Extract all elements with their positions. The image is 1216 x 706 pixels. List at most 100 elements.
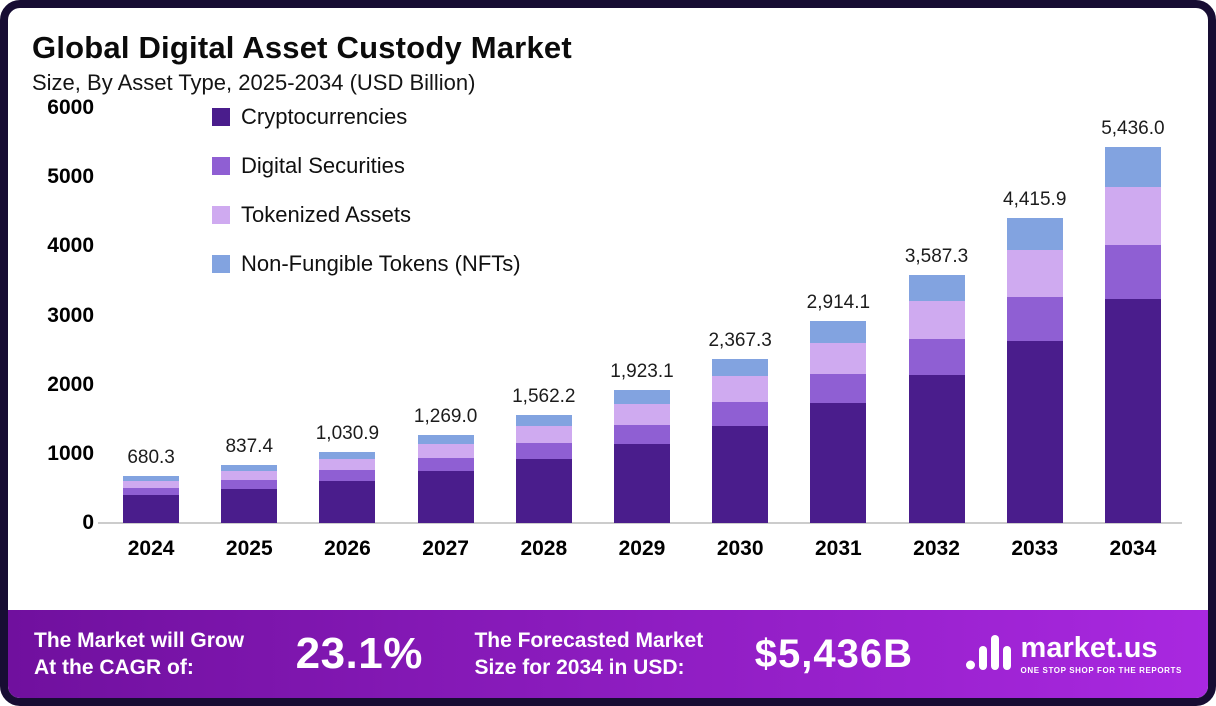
bar-total-label: 1,030.9 bbox=[315, 422, 380, 444]
bar-segment bbox=[810, 342, 867, 374]
legend-swatch bbox=[212, 255, 230, 273]
bar-segment bbox=[319, 470, 376, 481]
y-axis: 6000 5000 4000 3000 2000 1000 0 bbox=[26, 96, 102, 534]
legend-swatch bbox=[212, 157, 230, 175]
y-tick-label: 6000 bbox=[47, 96, 94, 119]
bar-segment bbox=[908, 339, 965, 376]
y-tick-label: 5000 bbox=[47, 165, 94, 189]
bar-stack bbox=[810, 321, 867, 523]
bar-group: 1,562.2 bbox=[495, 108, 593, 523]
bar-segment bbox=[123, 488, 180, 496]
bar-total-label: 3,587.3 bbox=[904, 245, 969, 267]
bar-group: 5,436.0 bbox=[1084, 108, 1182, 523]
bar-stack bbox=[613, 390, 670, 523]
bar-segment bbox=[123, 475, 180, 481]
bar-group: 680.3 bbox=[102, 108, 200, 523]
bar-segment bbox=[221, 488, 278, 523]
bar-stack bbox=[221, 465, 278, 523]
bar-segment bbox=[515, 415, 572, 427]
bar-segment bbox=[908, 375, 965, 523]
legend-item: Digital Securities bbox=[212, 153, 521, 179]
x-axis-line bbox=[98, 522, 1182, 524]
x-axis-label: 2027 bbox=[422, 537, 469, 560]
bar-segment bbox=[221, 471, 278, 481]
legend-label: Digital Securities bbox=[241, 153, 405, 178]
bar-stack bbox=[1104, 147, 1161, 523]
bar-total-label: 1,269.0 bbox=[413, 406, 478, 428]
cagr-label-line1: The Market will Grow bbox=[34, 628, 245, 652]
bar-segment bbox=[221, 480, 278, 489]
bar-segment bbox=[1104, 299, 1161, 523]
y-tick-label: 4000 bbox=[47, 234, 94, 258]
x-axis-label: 2029 bbox=[618, 537, 666, 560]
bar-segment bbox=[1006, 249, 1063, 297]
legend-label: Tokenized Assets bbox=[241, 202, 411, 227]
bar-stack bbox=[515, 415, 572, 523]
x-axis-label: 2034 bbox=[1109, 537, 1157, 560]
bar-group: 3,587.3 bbox=[887, 108, 985, 523]
bar-stack bbox=[319, 451, 376, 523]
bar-total-label: 2,914.1 bbox=[806, 292, 871, 314]
x-axis-label: 2024 bbox=[127, 537, 175, 560]
marketus-logo-icon bbox=[965, 633, 1011, 676]
legend-item: Cryptocurrencies bbox=[212, 104, 521, 130]
bar-stack bbox=[908, 274, 965, 523]
bar-stack bbox=[1006, 217, 1063, 523]
chart-section: Global Digital Asset Custody Market Size… bbox=[8, 8, 1208, 610]
bar-segment bbox=[417, 444, 474, 459]
bar-segment bbox=[810, 373, 867, 404]
bar-segment bbox=[613, 390, 670, 404]
bar-segment bbox=[712, 359, 769, 377]
bar-total-label: 5,436.0 bbox=[1101, 118, 1165, 140]
bar-segment bbox=[712, 376, 769, 402]
bottom-banner: The Market will Grow At the CAGR of: 23.… bbox=[8, 610, 1208, 698]
bar-total-label: 837.4 bbox=[225, 436, 274, 458]
page-title: Global Digital Asset Custody Market bbox=[32, 30, 572, 65]
logo-tagline: ONE STOP SHOP FOR THE REPORTS bbox=[1020, 665, 1182, 675]
forecast-value: $5,436B bbox=[754, 631, 913, 676]
y-tick-label: 0 bbox=[82, 511, 94, 534]
bar-total-label: 1,562.2 bbox=[512, 386, 576, 407]
bar-segment bbox=[515, 458, 572, 523]
bars-row: 680.3 837.4 1,030.9 1,269.0 1,562.2 1,923.1 2,… bbox=[102, 108, 1182, 523]
legend-swatch bbox=[212, 206, 230, 224]
forecast-label: The Forecasted Market Size for 2034 in U… bbox=[474, 627, 703, 682]
bar-group: 837.4 bbox=[200, 108, 298, 523]
bar-segment bbox=[712, 401, 769, 426]
chart-area: 6000 5000 4000 3000 2000 1000 0 680.3 837.4 1,03… bbox=[26, 96, 1182, 534]
bar-segment bbox=[1104, 244, 1161, 300]
bar-segment bbox=[319, 480, 376, 523]
cagr-value: 23.1% bbox=[295, 629, 423, 678]
bar-segment bbox=[908, 274, 965, 301]
bar-segment bbox=[712, 425, 769, 523]
x-axis-label: 2030 bbox=[716, 537, 764, 560]
bar-stack bbox=[123, 475, 180, 523]
bar-segment bbox=[1006, 296, 1063, 342]
legend-swatch bbox=[212, 108, 230, 126]
bar-segment bbox=[417, 458, 474, 471]
bar-segment bbox=[417, 470, 474, 523]
x-axis-label: 2032 bbox=[913, 537, 960, 560]
legend-label: Non-Fungible Tokens (NFTs) bbox=[241, 251, 521, 276]
legend: Cryptocurrencies Digital Securities Tokeni… bbox=[212, 104, 521, 277]
bar-segment bbox=[515, 426, 572, 444]
forecast-label-line2: Size for 2034 in USD: bbox=[474, 656, 685, 679]
bar-segment bbox=[1006, 341, 1063, 523]
bar-group: 1,269.0 bbox=[397, 108, 495, 523]
bar-group: 1,030.9 bbox=[298, 108, 396, 523]
bar-segment bbox=[810, 321, 867, 343]
bar-segment bbox=[123, 480, 180, 489]
bar-group: 1,923.1 bbox=[593, 108, 691, 523]
x-axis-label: 2028 bbox=[520, 537, 568, 560]
logo-text-main: market.us bbox=[1020, 631, 1158, 664]
legend-item: Non-Fungible Tokens (NFTs) bbox=[212, 251, 521, 277]
legend-item: Tokenized Assets bbox=[212, 202, 521, 228]
bar-segment bbox=[515, 443, 572, 459]
bar-stack bbox=[712, 359, 769, 523]
bar-total-label: 4,415.9 bbox=[1003, 188, 1067, 210]
bar-segment bbox=[1006, 217, 1063, 250]
bar-segment bbox=[613, 424, 670, 444]
bar-segment bbox=[1104, 186, 1161, 245]
bar-segment bbox=[319, 459, 376, 471]
bar-segment bbox=[123, 495, 180, 523]
